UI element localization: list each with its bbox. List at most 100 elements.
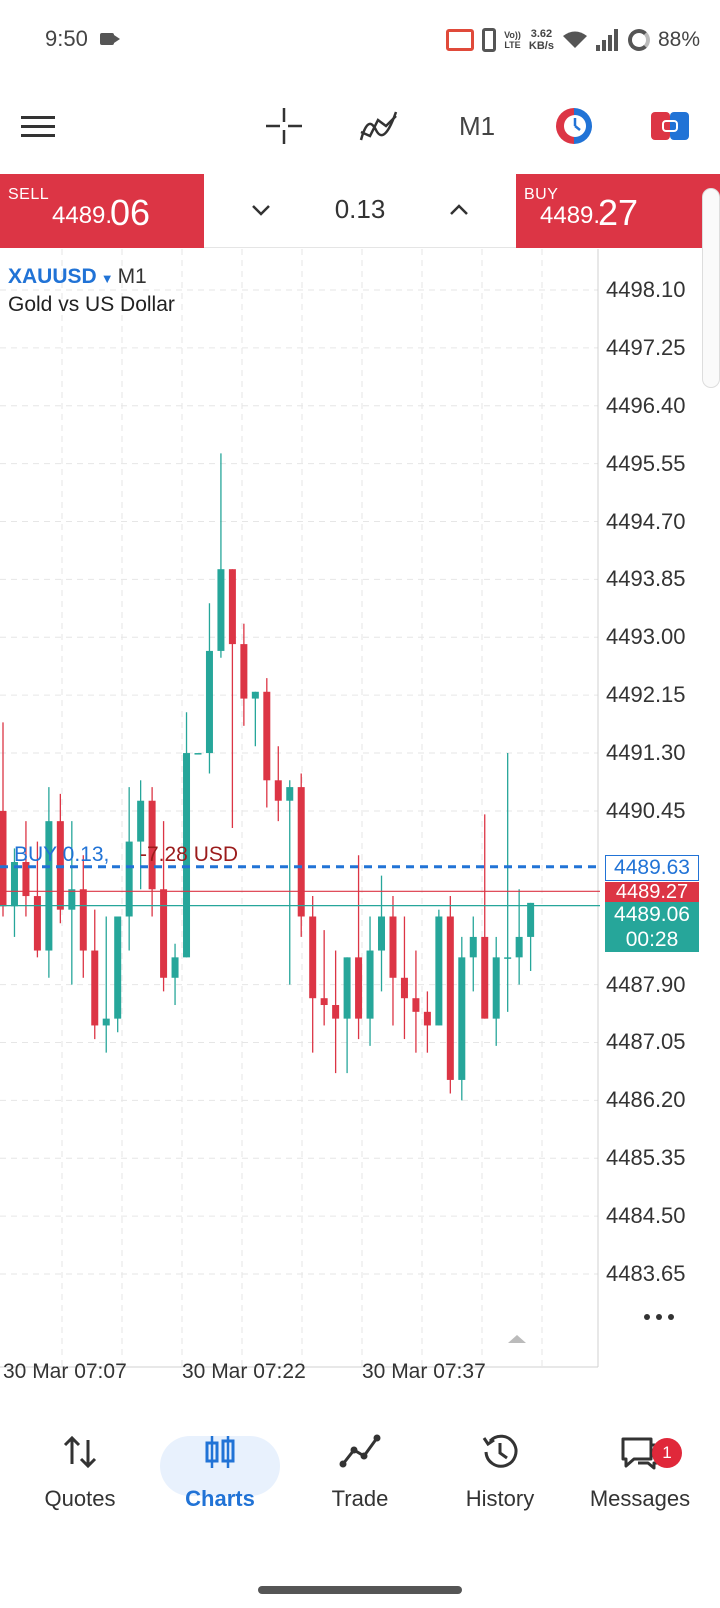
candle-body bbox=[183, 753, 191, 958]
sell-button[interactable]: SELL 4489. 06 bbox=[0, 174, 204, 248]
chevron-up-icon bbox=[450, 204, 468, 215]
price-tick-label: 4498.10 bbox=[606, 277, 686, 302]
crosshair-icon[interactable] bbox=[262, 80, 306, 172]
position-label: BUY 0.13, bbox=[14, 843, 110, 866]
candle-body bbox=[68, 889, 76, 910]
network-speed-value: 3.62 bbox=[530, 28, 553, 40]
candle-body bbox=[469, 936, 477, 958]
price-tick-label: 4495.55 bbox=[606, 450, 686, 476]
candle-body bbox=[205, 650, 213, 754]
price-tick-label: 4491.30 bbox=[606, 740, 686, 766]
buy-button[interactable]: BUY 4489. 27 bbox=[516, 174, 720, 248]
candle-body bbox=[274, 780, 282, 801]
nav-trade[interactable]: Trade bbox=[290, 1420, 430, 1530]
candle-body bbox=[412, 998, 420, 1012]
nav-label: Trade bbox=[331, 1486, 389, 1511]
buy-price-prefix: 4489. bbox=[540, 202, 601, 229]
price-tick-label: 4493.00 bbox=[606, 624, 686, 650]
candle-body bbox=[389, 916, 397, 978]
symbol-name[interactable]: XAUUSD bbox=[8, 265, 97, 288]
home-indicator[interactable] bbox=[258, 1586, 462, 1594]
bid-price: 4489.06 bbox=[614, 903, 690, 926]
symbol-dropdown-icon[interactable]: ▼ bbox=[100, 271, 114, 286]
sell-price-pips: 06 bbox=[110, 192, 151, 233]
position-price-tag: 4489.63 bbox=[605, 855, 699, 881]
indicator-icon[interactable] bbox=[356, 80, 400, 172]
trade-panel: SELL 4489. 06 0.13 BUY 4489. 27 bbox=[0, 172, 720, 248]
price-tick-label: 4483.65 bbox=[606, 1261, 686, 1286]
candle-body bbox=[481, 936, 489, 1019]
timeframe-button[interactable]: M1 bbox=[458, 110, 496, 141]
trade-icon bbox=[339, 1434, 381, 1468]
candle-body bbox=[148, 800, 156, 890]
price-tick-label: 4486.20 bbox=[606, 1087, 686, 1113]
time-tick-label: 30 Mar 07:37 bbox=[362, 1360, 486, 1383]
candle-body bbox=[515, 936, 523, 958]
candle-body bbox=[400, 977, 408, 999]
nav-messages[interactable]: 1 Messages bbox=[570, 1420, 710, 1530]
cast-icon bbox=[446, 29, 475, 51]
nav-history[interactable]: History bbox=[430, 1420, 570, 1530]
history-icon bbox=[482, 1434, 518, 1468]
status-icons: Vo)) LTE 3.62 KB/s 88% bbox=[446, 22, 700, 58]
nav-label: Charts bbox=[185, 1486, 255, 1511]
candle-body bbox=[527, 902, 535, 937]
candle-body bbox=[194, 753, 202, 755]
bar-countdown: 00:28 bbox=[625, 928, 679, 951]
buy-price-pips: 27 bbox=[598, 192, 639, 233]
candle-body bbox=[171, 957, 179, 978]
candle-body bbox=[91, 950, 99, 1026]
time-tick-label: 30 Mar 07:22 bbox=[182, 1360, 306, 1383]
candlestick-chart[interactable] bbox=[0, 249, 720, 1369]
candle-body bbox=[332, 1005, 340, 1019]
scrollbar-thumb[interactable] bbox=[702, 188, 720, 388]
symbol-description: Gold vs US Dollar bbox=[8, 293, 175, 316]
nav-label: Messages bbox=[589, 1486, 691, 1511]
chart-toggle-icon[interactable] bbox=[648, 80, 692, 172]
price-tick-label: 4487.05 bbox=[606, 1029, 686, 1055]
price-tick-label: 4492.15 bbox=[606, 682, 686, 708]
candle-body bbox=[492, 957, 500, 1019]
network-speed-unit: KB/s bbox=[528, 40, 554, 52]
candle-body bbox=[378, 916, 386, 951]
candle-body bbox=[45, 821, 53, 951]
menu-icon[interactable] bbox=[18, 80, 58, 172]
network-speed: 3.62 KB/s bbox=[529, 28, 554, 52]
nav-charts[interactable]: Charts bbox=[150, 1420, 290, 1530]
volte-bottom: LTE bbox=[504, 40, 521, 50]
sell-price-prefix: 4489. bbox=[52, 202, 113, 229]
status-bar: 9:50 Vo)) LTE 3.62 KB/s 88% bbox=[0, 0, 720, 80]
volume-decrease-button[interactable] bbox=[237, 186, 285, 234]
active-tab-indicator bbox=[160, 1436, 280, 1496]
nav-quotes[interactable]: Quotes bbox=[10, 1420, 150, 1530]
chart-toolbar: M1 bbox=[0, 80, 720, 172]
candle-body bbox=[102, 1018, 110, 1026]
volume-increase-button[interactable] bbox=[435, 186, 483, 234]
wifi-icon bbox=[562, 31, 587, 48]
chart-shift-marker bbox=[508, 1335, 526, 1343]
candle-body bbox=[504, 957, 512, 959]
candle-body bbox=[0, 810, 7, 907]
volume-value[interactable]: 0.13 bbox=[334, 194, 386, 224]
candle-body bbox=[297, 787, 305, 917]
more-options-icon[interactable] bbox=[644, 1307, 684, 1320]
chart-area[interactable]: XAUUSD ▼ M1 Gold vs US Dollar 4498.10 4497.… bbox=[0, 188, 720, 1383]
one-click-trading-icon[interactable] bbox=[552, 80, 596, 172]
signal-icon bbox=[595, 29, 618, 51]
volte-indicator: Vo)) LTE bbox=[504, 30, 521, 50]
price-tick-label: 4493.85 bbox=[606, 566, 686, 592]
candle-body bbox=[137, 800, 145, 842]
time-tick-label: 30 Mar 07:07 bbox=[3, 1360, 127, 1383]
quotes-icon bbox=[63, 1435, 97, 1469]
candle-body bbox=[320, 998, 328, 1006]
video-camera-icon bbox=[100, 33, 120, 45]
candle-body bbox=[263, 691, 271, 781]
candle-body bbox=[355, 957, 363, 1019]
candle-body bbox=[79, 889, 87, 951]
nav-label: Quotes bbox=[44, 1486, 116, 1511]
sell-label: SELL bbox=[8, 186, 50, 203]
price-tick-label: 4497.25 bbox=[606, 334, 686, 360]
price-tick-label: 4490.45 bbox=[606, 797, 686, 823]
candle-body bbox=[343, 957, 351, 1019]
messages-badge: 1 bbox=[652, 1438, 682, 1468]
